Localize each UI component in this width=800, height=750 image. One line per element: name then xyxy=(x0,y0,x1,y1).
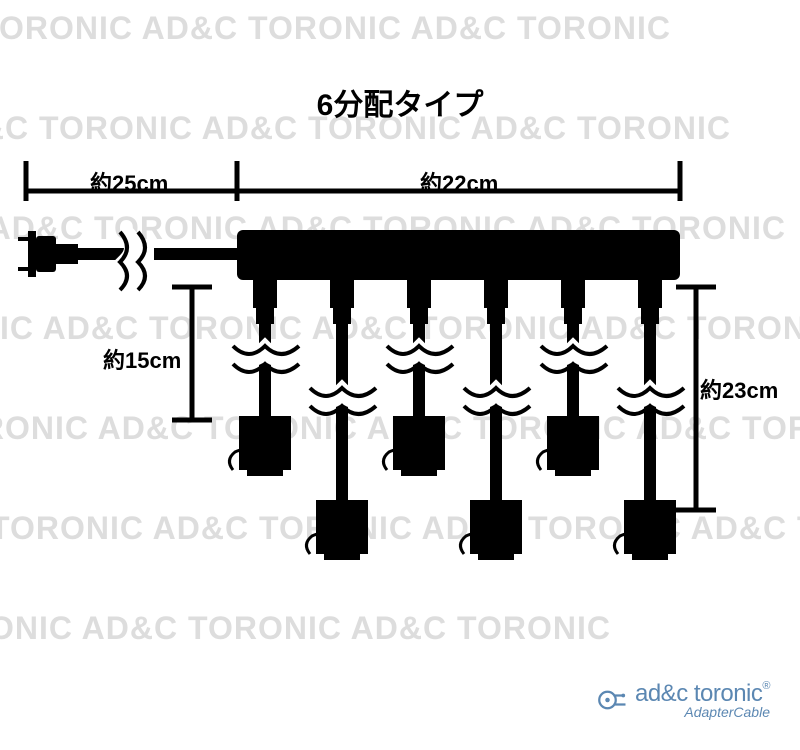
input-cable xyxy=(76,232,238,290)
registered-icon: ® xyxy=(762,680,770,692)
cable-diagram xyxy=(0,0,800,750)
dim-ruler-short-drop xyxy=(172,287,212,420)
outlet-drop xyxy=(614,280,684,560)
brand-logo: ad&c toronic® AdapterCable xyxy=(597,680,770,720)
distribution-bar xyxy=(237,230,680,280)
input-plug-icon xyxy=(18,231,78,277)
outlet-drop xyxy=(306,280,376,560)
outlet-drop xyxy=(460,280,530,560)
outlet-drop xyxy=(383,280,453,476)
dim-ruler-top xyxy=(26,161,680,201)
outlet-drop xyxy=(537,280,607,476)
brand-logo-icon xyxy=(597,685,627,715)
brand-logo-text: ad&c toronic xyxy=(635,680,762,707)
outlet-drop xyxy=(229,280,299,476)
